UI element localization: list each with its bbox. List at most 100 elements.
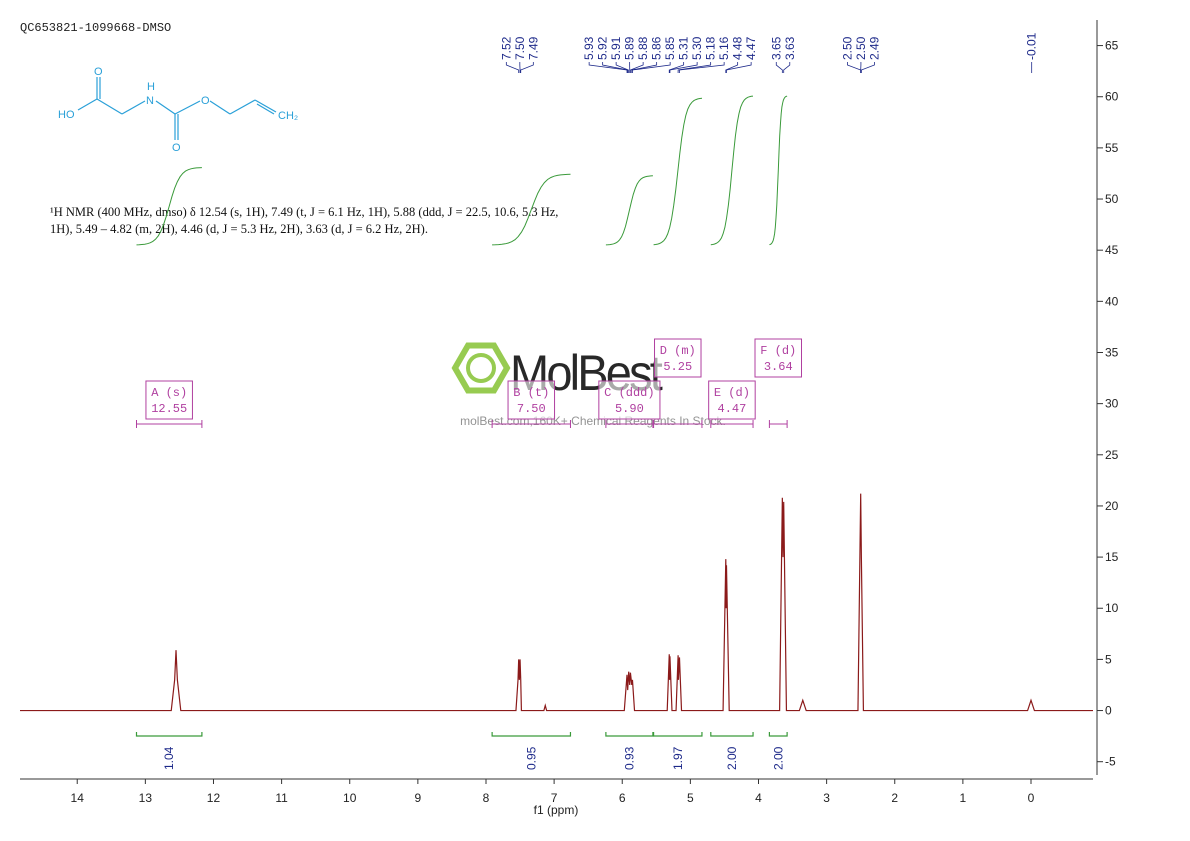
x-tick-label: 5: [687, 791, 694, 805]
peak-connector: [783, 62, 791, 73]
peak-label: 5.92: [596, 36, 610, 60]
multiplet-shift: 3.64: [764, 360, 793, 374]
peak-connector: [615, 62, 629, 73]
y-tick-label: 10: [1105, 601, 1119, 615]
multiplet-name: E (d): [714, 386, 750, 400]
x-tick-label: 1: [960, 791, 967, 805]
integral-value: 2.00: [771, 746, 785, 770]
multiplet-range: [605, 420, 654, 428]
integral-bracket: [710, 732, 754, 737]
peak-connector: [668, 62, 685, 73]
integral-bracket: [768, 732, 788, 737]
multiplet-box: [507, 380, 556, 420]
integral-curve: [710, 95, 754, 246]
x-tick-label: 11: [275, 791, 288, 805]
peak-label: 5.89: [623, 36, 637, 60]
integral-bracket: [652, 732, 703, 737]
peak-label: -0.01: [1025, 32, 1039, 60]
structure: O HO H N O O CH₂: [58, 66, 298, 154]
atom: CH₂: [278, 110, 298, 122]
peak-connector: [505, 62, 520, 73]
x-tick-label: 9: [415, 791, 422, 805]
peak-connector: [630, 62, 644, 73]
atom: O: [94, 66, 103, 78]
multiplet-box: [145, 380, 193, 420]
y-tick-label: 5: [1105, 652, 1112, 666]
y-tick-label: 65: [1105, 39, 1119, 53]
y-tick-label: 20: [1105, 499, 1119, 513]
multiplet-shift: 4.47: [718, 402, 747, 416]
multiplet-range: [135, 420, 203, 428]
atom: N: [146, 95, 154, 107]
peak-connector: [725, 62, 739, 73]
y-tick-label: 35: [1105, 345, 1119, 359]
bond: [254, 99, 277, 113]
x-tick-label: 12: [207, 791, 221, 805]
integral-bracket: [605, 732, 654, 737]
multiplet-name: B (t): [513, 386, 549, 400]
peak-label: 7.50: [513, 36, 527, 60]
y-tick-label: 60: [1105, 90, 1119, 104]
integral-value: 0.93: [622, 746, 636, 770]
multiplet-shift: 7.50: [517, 402, 546, 416]
watermark-tagline: molBest.com,160K+ Chemical Reagents In S…: [460, 414, 726, 428]
y-tick-label: 50: [1105, 192, 1119, 206]
bond: [77, 98, 98, 111]
peak-connector: [847, 62, 862, 73]
integral-value: 2.00: [725, 746, 739, 770]
integral-curve: [492, 173, 571, 246]
bond: [96, 98, 123, 115]
x-tick-label: 7: [551, 791, 558, 805]
integral-curve: [653, 97, 703, 246]
integral-value: 1.04: [162, 746, 176, 770]
bond: [121, 100, 146, 115]
peak-label: 5.91: [609, 36, 623, 60]
atom: O: [201, 95, 210, 107]
peak-connector: [520, 62, 534, 73]
spectrum: [20, 493, 1093, 712]
bond: [174, 100, 201, 115]
y-tick-label: 40: [1105, 294, 1119, 308]
peak-label: 5.31: [677, 36, 691, 60]
x-tick-label: 13: [139, 791, 153, 805]
y-tick-label: 15: [1105, 550, 1119, 564]
sample-id: QC653821-1099668-DMSO: [20, 21, 171, 35]
multiplet-box: [598, 380, 661, 420]
peak-label: 7.49: [526, 36, 540, 60]
y-tick-label: 0: [1105, 704, 1112, 718]
multiplet-box: [754, 338, 803, 378]
multiplet-name: A (s): [151, 386, 187, 400]
atom: HO: [58, 109, 75, 121]
bond: [256, 103, 275, 115]
x-tick-label: 10: [343, 791, 357, 805]
peak-label: 5.18: [704, 36, 718, 60]
integral-bracket: [491, 732, 572, 737]
multiplet-box: [654, 338, 702, 378]
peak-connector: [631, 62, 658, 73]
peak-label: 7.52: [499, 36, 513, 60]
x-tick-label: 0: [1028, 791, 1035, 805]
peak-label: 5.16: [717, 36, 731, 60]
peak-connector: [679, 62, 725, 73]
peak-label: 2.50: [854, 36, 868, 60]
peak-label: 5.85: [663, 36, 677, 60]
logo: [466, 353, 496, 383]
atom: O: [172, 142, 181, 154]
x-tick-label: 14: [71, 791, 85, 805]
x-tick-label: 6: [619, 791, 626, 805]
x-tick-label: 2: [891, 791, 898, 805]
y-tick-label: 30: [1105, 397, 1119, 411]
multiplet-range: [768, 420, 788, 428]
y-tick-label: -5: [1105, 755, 1116, 769]
x-tick-label: 4: [755, 791, 762, 805]
multiplet-range: [653, 420, 703, 428]
peak-connector: [669, 62, 698, 73]
integral-value: 1.97: [671, 746, 685, 770]
peak-connector: [588, 62, 628, 73]
bond: [209, 100, 231, 115]
multiplet-shift: 12.55: [151, 402, 187, 416]
peak-connector: [602, 62, 629, 73]
peak-connector: [677, 62, 712, 73]
y-tick-label: 55: [1105, 141, 1119, 155]
